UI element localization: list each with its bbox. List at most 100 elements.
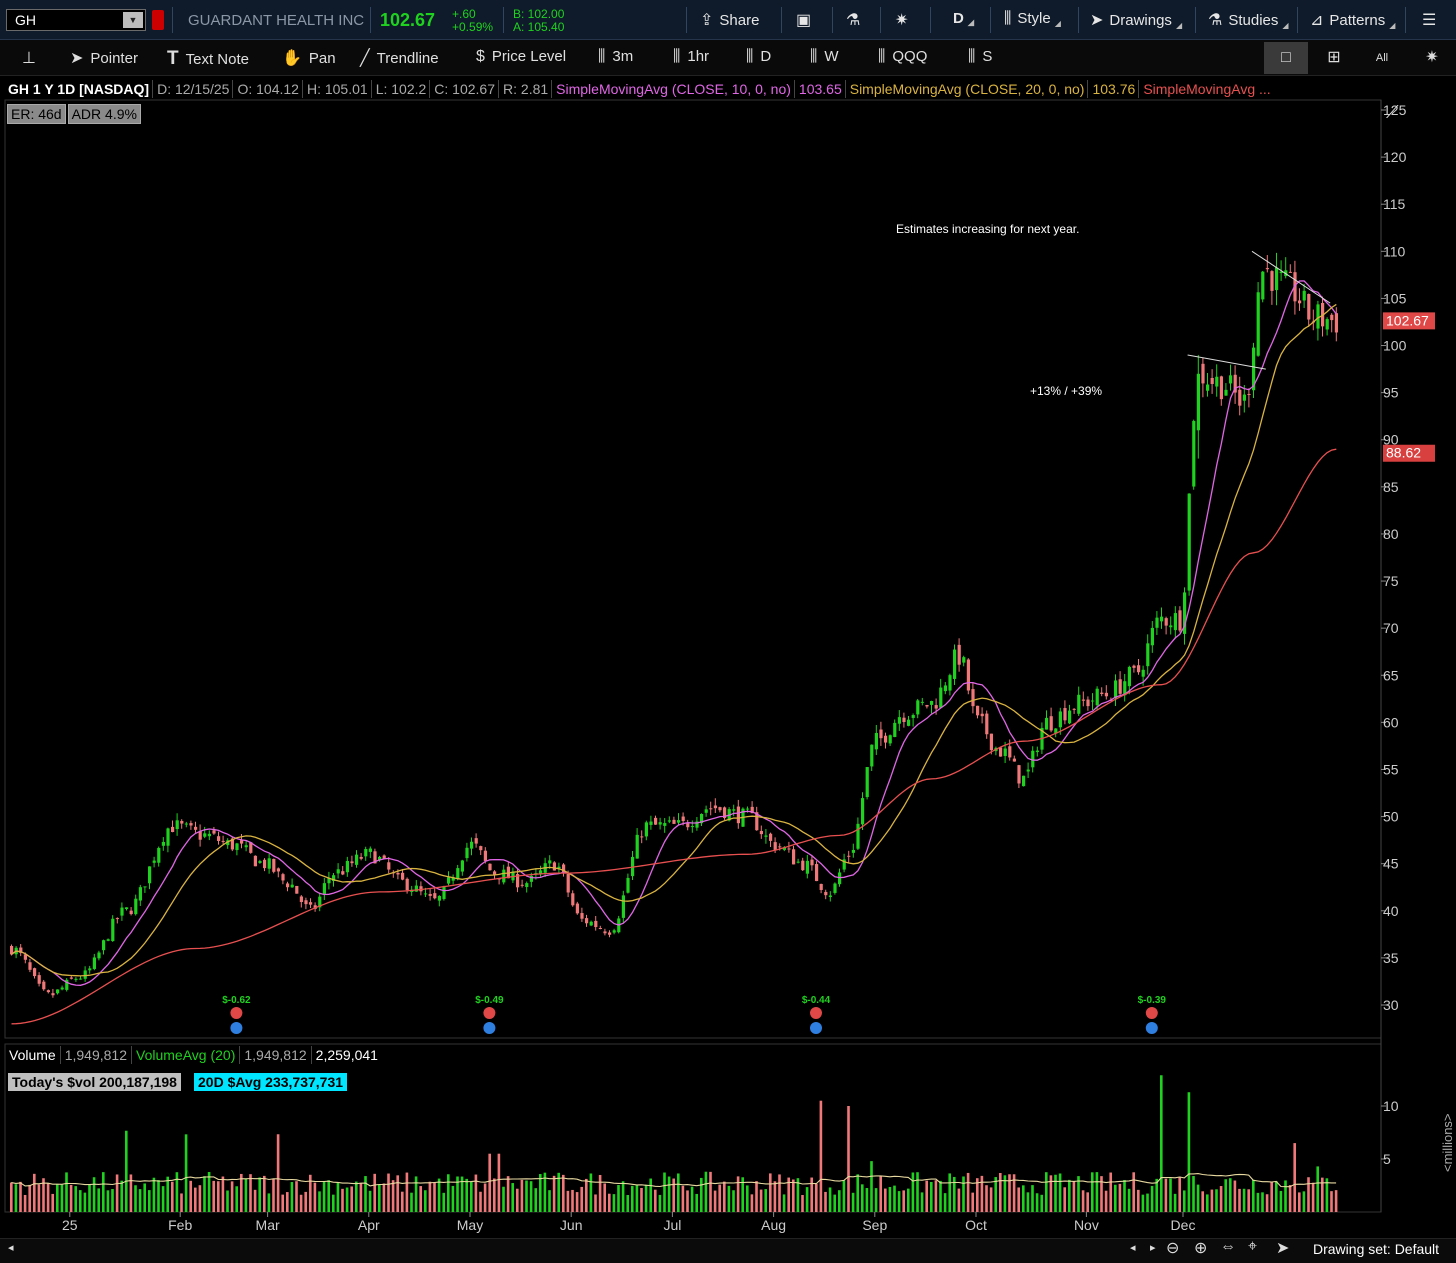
candle-body [332, 875, 336, 881]
chart-settings-button[interactable]: ✷ [1410, 42, 1454, 74]
period-1hr-button[interactable]: ⫼ 1hr [673, 48, 709, 66]
volume-bar [1022, 1185, 1025, 1212]
candle-body [83, 970, 87, 979]
volume-bar [175, 1172, 179, 1212]
volume-bar [189, 1180, 192, 1212]
volume-bar [874, 1188, 878, 1212]
high-readout: H: 105.01 [304, 80, 372, 98]
candle-body [19, 947, 23, 953]
candle-body [769, 833, 773, 841]
patterns-button[interactable]: ⊿ Patterns ◢ [1310, 10, 1395, 30]
volume-bar [782, 1194, 786, 1212]
volume-bar [778, 1174, 781, 1212]
screenshot-button[interactable]: ▣ [796, 10, 817, 30]
style-button[interactable]: ⫼ Style ◢ [1004, 10, 1061, 28]
volume-bar [787, 1177, 790, 1212]
candle-body [580, 913, 584, 919]
menu-button[interactable]: ☰ [1422, 10, 1442, 30]
sma10-label[interactable]: SimpleMovingAvg (CLOSE, 10, 0, no) [553, 80, 795, 98]
scroll-left-icon[interactable]: ◂ [1130, 1242, 1136, 1254]
volume-bar [184, 1134, 188, 1212]
volume-bar [897, 1191, 901, 1212]
volume-bar [534, 1188, 537, 1212]
y-tick-label: 30 [1383, 997, 1399, 1013]
sma20-label[interactable]: SimpleMovingAvg (CLOSE, 20, 0, no) [847, 80, 1089, 98]
single-layout-button[interactable]: □ [1264, 42, 1308, 74]
all-layout-button[interactable]: All [1360, 42, 1404, 74]
share-button[interactable]: ⇪ Share [700, 10, 759, 30]
candle-body [548, 860, 552, 864]
flask-icon: ⚗ [846, 12, 861, 29]
candle-body [888, 735, 892, 744]
symbol-input[interactable]: GH ▼ [6, 9, 146, 31]
cursor-icon[interactable]: ➤ [1276, 1240, 1290, 1257]
text-note-tool[interactable]: T Text Note [167, 48, 249, 70]
scroll-right-icon[interactable]: ▸ [1150, 1242, 1156, 1254]
volume-bar [1196, 1184, 1200, 1212]
period-w-button[interactable]: ⫼ W [810, 48, 839, 66]
candle-body [263, 859, 267, 869]
volume-bar [217, 1181, 220, 1212]
trendline-tool[interactable]: ╱ Trendline [360, 48, 439, 68]
volume-bar [511, 1183, 514, 1212]
candle-body [1072, 708, 1076, 710]
candle-body [681, 816, 685, 821]
sma50-label[interactable]: SimpleMovingAvg ... [1143, 81, 1271, 97]
volume-bar [497, 1153, 501, 1212]
period-3m-button[interactable]: ⫼ 3m [598, 48, 633, 66]
crosshair-icon[interactable]: ⌖ [1248, 1238, 1258, 1255]
zoom-out-icon[interactable]: ⊖ [1166, 1240, 1180, 1257]
settings-button[interactable]: ✷ [895, 10, 914, 30]
volume-bar [916, 1172, 919, 1212]
candle-body [309, 902, 313, 905]
studies-button[interactable]: ⚗ Studies ◢ [1208, 10, 1289, 30]
volume-bar [999, 1172, 1002, 1212]
x-tick-label: 25 [62, 1217, 78, 1233]
flag-trendline [1251, 250, 1331, 304]
volume-bar [1201, 1191, 1204, 1212]
chevron-down-icon[interactable]: ▼ [123, 12, 143, 28]
chart-header: GH 1 Y 1D [NASDAQ] D: 12/15/25 O: 104.12 H:… [5, 80, 1275, 100]
period-d-button[interactable]: ⫼ D [746, 48, 771, 66]
drawing-set-label[interactable]: Drawing set: Default [1313, 1241, 1440, 1257]
candle-body [686, 823, 690, 828]
candle-body [281, 874, 285, 881]
flask-button[interactable]: ⚗ [846, 10, 866, 30]
pin-button[interactable]: ⊥ [22, 48, 43, 68]
drawings-button[interactable]: ➤ Drawings ◢ [1090, 10, 1182, 30]
flag-icon[interactable] [152, 10, 164, 30]
pan-tool[interactable]: ✋ Pan [282, 48, 336, 68]
scroll-left-icon[interactable]: ◂ [8, 1242, 14, 1254]
grid-layout-button[interactable]: ⊞ [1312, 42, 1356, 74]
candle-body [152, 860, 156, 863]
candle-body [125, 907, 129, 910]
volume-bar [1173, 1193, 1177, 1212]
volume-bar [1104, 1190, 1108, 1212]
period-button[interactable]: D ◢ [953, 10, 974, 27]
volume-bar [447, 1174, 450, 1212]
earnings-call-icon [810, 1007, 822, 1019]
volume-bar [1293, 1143, 1296, 1212]
volume-bar [1054, 1174, 1057, 1212]
volume-avg-label[interactable]: VolumeAvg (20) [132, 1046, 241, 1064]
candle-body [690, 826, 694, 828]
price-level-tool[interactable]: $ Price Level [476, 48, 566, 66]
sma20-value: 103.76 [1089, 80, 1140, 98]
volume-value: 1,949,812 [61, 1046, 132, 1064]
zoom-in-icon[interactable]: ⊕ [1194, 1240, 1208, 1257]
candle-body [529, 875, 533, 882]
candles-icon: ⫼ [810, 48, 818, 65]
price-chart[interactable]: 3035404550556065707580859095100105110115… [0, 76, 1456, 1238]
candle-body [736, 806, 740, 824]
expand-icon[interactable]: ⇔ [1220, 1238, 1236, 1255]
qqq-button[interactable]: ⫼ QQQ [878, 48, 927, 66]
volume-bar [79, 1190, 82, 1212]
pointer-tool[interactable]: ➤ Pointer [70, 48, 138, 68]
sma10-line [11, 280, 1337, 986]
volume-bar [884, 1188, 887, 1212]
s-button[interactable]: ⫼ S [968, 48, 992, 66]
volume-bar [56, 1184, 59, 1212]
candle-body [1215, 376, 1219, 387]
top-bar [0, 0, 1456, 40]
candle-body [148, 866, 152, 884]
